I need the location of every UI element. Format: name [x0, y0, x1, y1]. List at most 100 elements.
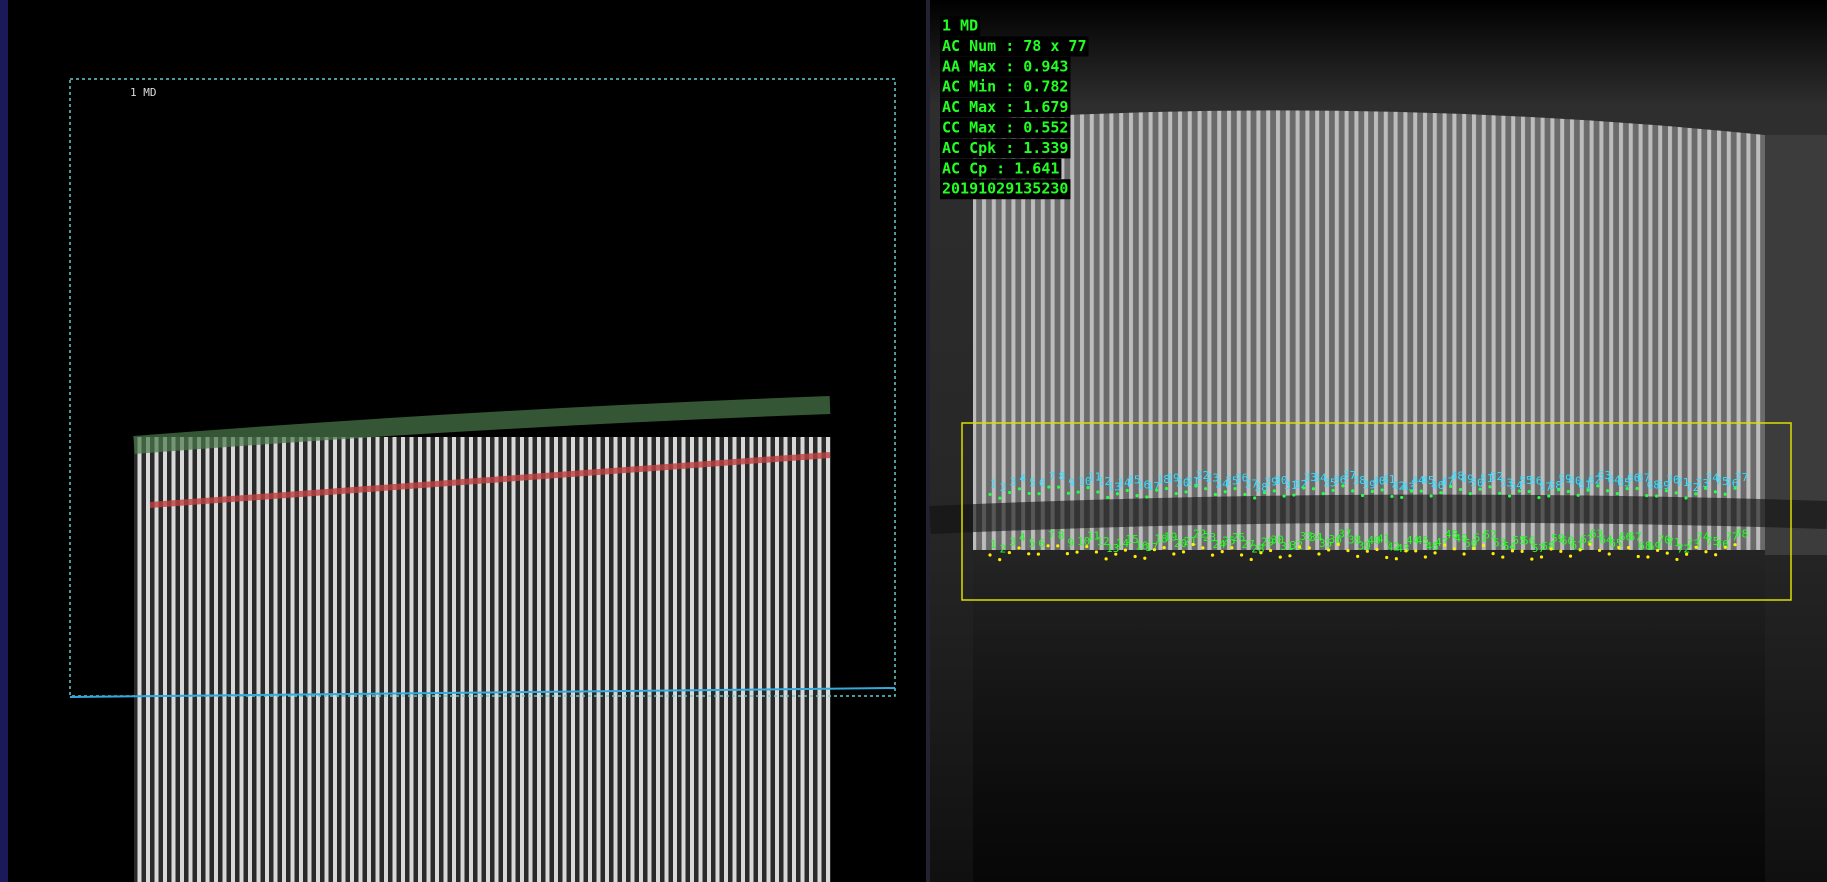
- pole-label: 9: [1067, 537, 1074, 550]
- pole-point: [1569, 554, 1572, 557]
- pole-label: 7: [1048, 529, 1055, 542]
- pole-point: [1192, 543, 1195, 546]
- pole-point: [1116, 492, 1119, 495]
- pole-point: [1027, 552, 1030, 555]
- pole-point: [1724, 493, 1727, 496]
- pole-point: [1430, 494, 1433, 497]
- pole-point: [1037, 553, 1040, 556]
- stat-text: AC Num : 78 x 77: [942, 37, 1087, 55]
- separator: [926, 0, 930, 882]
- pole-point: [1224, 490, 1227, 493]
- pole-point: [1126, 489, 1129, 492]
- pole-point: [1282, 495, 1285, 498]
- pole-point: [1606, 489, 1609, 492]
- pole-point: [1145, 495, 1148, 498]
- pole-point: [1616, 492, 1619, 495]
- pole-point: [1400, 496, 1403, 499]
- pole-point: [998, 558, 1001, 561]
- pole-point: [1134, 555, 1137, 558]
- pole-point: [988, 493, 991, 496]
- pole-point: [1096, 490, 1099, 493]
- pole-label: 5: [1029, 476, 1036, 489]
- pole-point: [1346, 549, 1349, 552]
- pole-point: [1518, 489, 1521, 492]
- pole-point: [1665, 489, 1668, 492]
- pole-point: [1410, 490, 1413, 493]
- pole-point: [1292, 493, 1295, 496]
- pole-point: [1066, 552, 1069, 555]
- pole-label: 1: [990, 477, 997, 490]
- pole-point: [1733, 487, 1736, 490]
- pole-label: 3: [1010, 475, 1017, 488]
- pole-point: [1124, 549, 1127, 552]
- pole-point: [1106, 496, 1109, 499]
- pole-point: [1165, 487, 1168, 490]
- pole-point: [1194, 484, 1197, 487]
- pole-point: [1704, 550, 1707, 553]
- pole-point: [1008, 551, 1011, 554]
- pole-point: [1201, 546, 1204, 549]
- pole-point: [1263, 491, 1266, 494]
- pole-point: [1317, 552, 1320, 555]
- pole-label: 78: [1735, 528, 1748, 541]
- pole-label: 8: [1059, 470, 1066, 483]
- pole-point: [1259, 551, 1262, 554]
- pole-label: 77: [1735, 471, 1748, 484]
- pole-point: [1153, 548, 1156, 551]
- pole-point: [1077, 491, 1080, 494]
- pole-point: [1404, 549, 1407, 552]
- pole-point: [1371, 490, 1374, 493]
- pole-point: [1733, 543, 1736, 546]
- pole-point: [1211, 554, 1214, 557]
- pole-point: [1433, 551, 1436, 554]
- pole-point: [1666, 552, 1669, 555]
- pole-point: [1547, 494, 1550, 497]
- right-fade: [973, 540, 1765, 882]
- stat-text: 1 MD: [942, 17, 978, 35]
- pole-point: [1085, 545, 1088, 548]
- pole-point: [1656, 549, 1659, 552]
- pole-point: [1443, 544, 1446, 547]
- pole-point: [1184, 490, 1187, 493]
- pole-point: [1557, 488, 1560, 491]
- pole-point: [1028, 492, 1031, 495]
- pole-point: [1626, 487, 1629, 490]
- pole-label: 2: [1000, 543, 1007, 556]
- pole-point: [1439, 491, 1442, 494]
- pole-point: [1175, 492, 1178, 495]
- pole-point: [1046, 544, 1049, 547]
- pole-point: [1230, 546, 1233, 549]
- pole-point: [1269, 549, 1272, 552]
- pole-label: 4: [1019, 472, 1026, 485]
- stat-text: AA Max : 0.943: [942, 57, 1068, 75]
- pole-point: [1559, 550, 1562, 553]
- pole-point: [1341, 484, 1344, 487]
- pole-point: [1047, 485, 1050, 488]
- pole-point: [1214, 493, 1217, 496]
- left-edge: [0, 0, 8, 882]
- stat-text: AC Min : 0.782: [942, 78, 1068, 96]
- pole-point: [1695, 546, 1698, 549]
- pole-point: [1172, 552, 1175, 555]
- pole-label: 5: [1029, 537, 1036, 550]
- pole-point: [1008, 491, 1011, 494]
- pole-point: [1627, 546, 1630, 549]
- pole-point: [1508, 494, 1511, 497]
- stat-text: CC Max : 0.552: [942, 119, 1068, 137]
- pole-label: 7: [1049, 470, 1056, 483]
- pole-point: [1037, 492, 1040, 495]
- pole-point: [1655, 494, 1658, 497]
- screenshot: 1 MD 1 MDAC Num : 78 x 77AA Max : 0.943A…: [0, 0, 1827, 882]
- pole-point: [1637, 555, 1640, 558]
- left-stripes: [134, 437, 831, 882]
- pole-point: [998, 497, 1001, 500]
- pole-point: [1250, 558, 1253, 561]
- pole-point: [1675, 491, 1678, 494]
- pole-point: [1586, 489, 1589, 492]
- pole-point: [1331, 489, 1334, 492]
- right-gap: [930, 509, 1827, 520]
- pole-point: [1395, 557, 1398, 560]
- pole-point: [1714, 553, 1717, 556]
- pole-point: [1577, 494, 1580, 497]
- pole-point: [1714, 490, 1717, 493]
